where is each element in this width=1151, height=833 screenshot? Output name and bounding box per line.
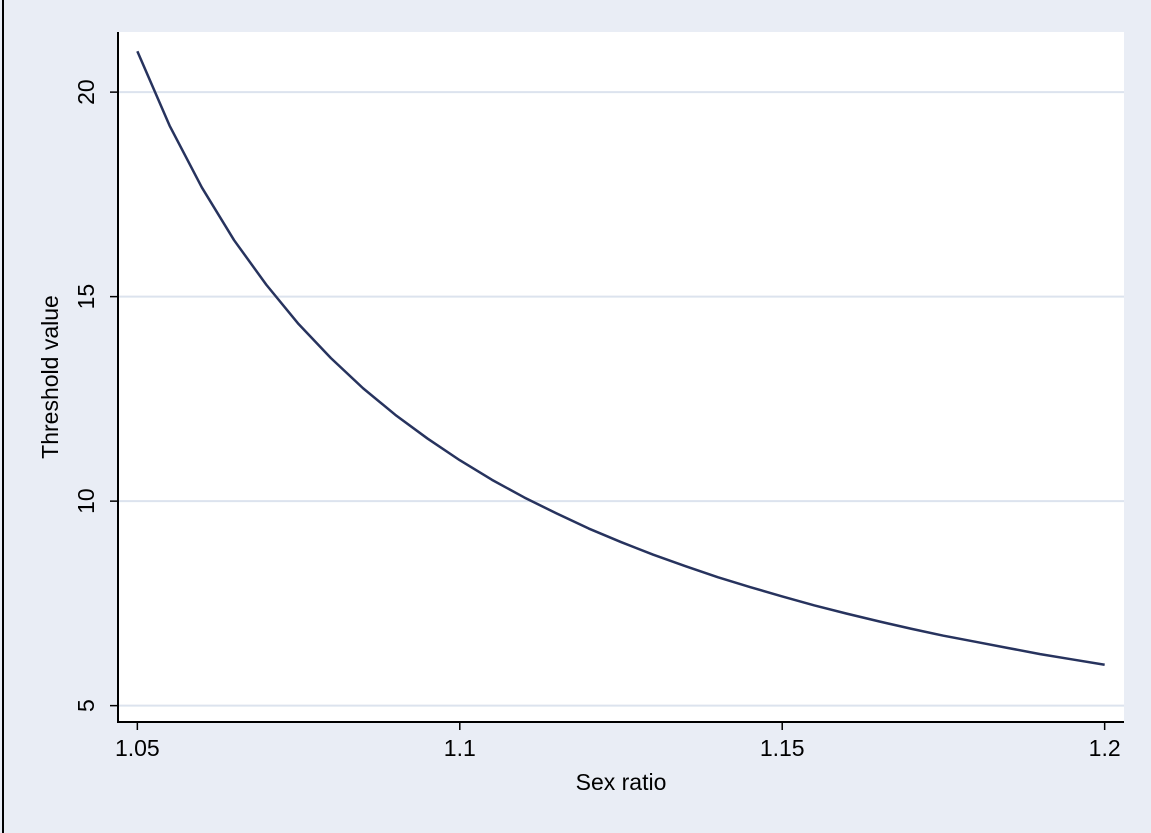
data-line [136, 50, 1105, 666]
y-tick-label: 5 [73, 699, 99, 712]
y-axis-title: Threshold value [37, 295, 63, 459]
x-tick-label: 1.05 [115, 735, 160, 761]
x-tick-label: 1.2 [1089, 735, 1121, 761]
y-tick-label: 15 [73, 284, 99, 310]
y-tick-label: 10 [73, 488, 99, 514]
y-tick-label: 20 [73, 79, 99, 105]
x-tick-label: 1.1 [444, 735, 476, 761]
x-tick-label: 1.15 [760, 735, 805, 761]
plot-area [118, 32, 1124, 722]
x-axis-title: Sex ratio [576, 769, 667, 795]
